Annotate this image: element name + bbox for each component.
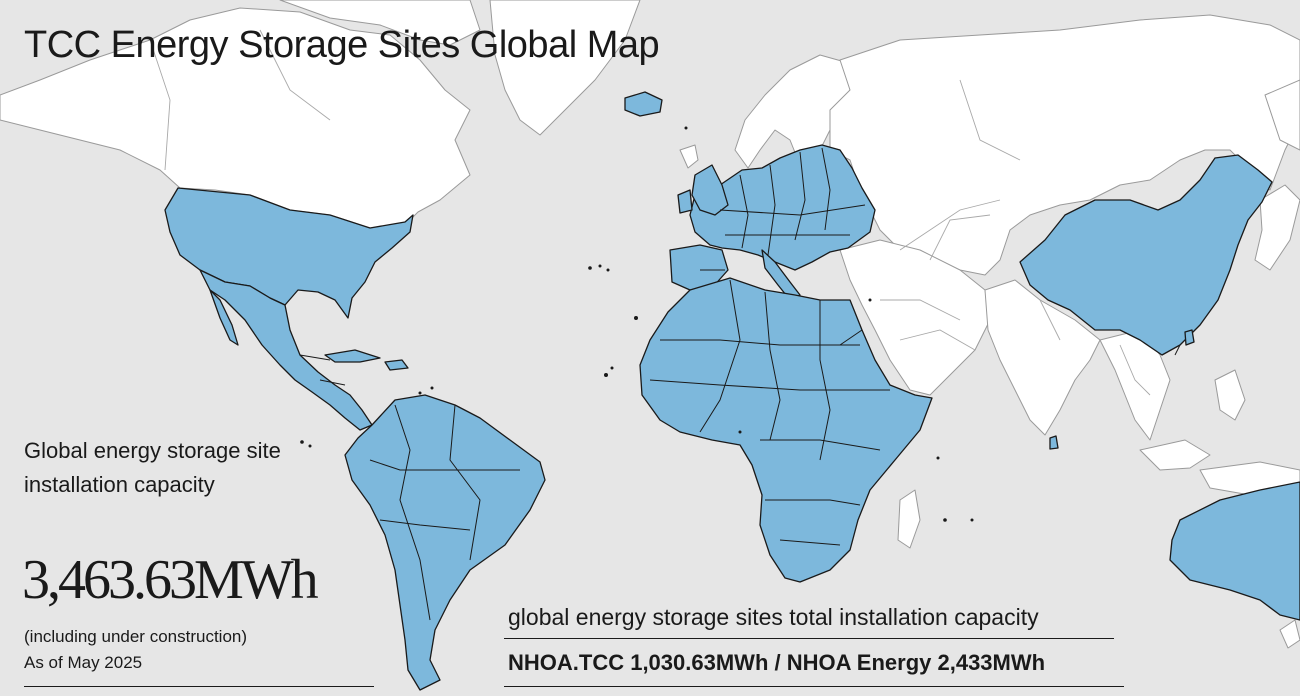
alaska-east-siberia (1264, 79, 1300, 151)
capacity-note: (including under construction) As of May… (24, 624, 247, 676)
new-zealand (1279, 619, 1300, 649)
total-capacity-label: global energy storage sites total instal… (508, 604, 1039, 630)
india (984, 279, 1101, 436)
australia (1169, 481, 1300, 621)
left-divider (24, 686, 374, 687)
azores-islet (598, 264, 602, 268)
south-america (344, 394, 546, 691)
hispaniola (384, 359, 409, 371)
arctic-islands (279, 0, 481, 46)
philippines (1214, 369, 1246, 421)
highlighted-borders (269, 147, 1181, 621)
seychelles-islet (936, 456, 940, 460)
capacity-label: Global energy storage site installation … (24, 438, 281, 497)
galapagos-islet (300, 440, 304, 444)
middle-divider (504, 638, 1114, 639)
cape-verde-islet (610, 366, 614, 370)
total-capacity-value: NHOA.TCC 1,030.63MWh / NHOA Energy 2,433… (508, 650, 1046, 675)
non-highlighted-land (0, 0, 1300, 649)
madagascar (897, 489, 921, 549)
greenland (489, 0, 641, 136)
caribbean-islet (418, 391, 422, 395)
capacity-note-line2: As of May 2025 (24, 653, 143, 672)
ireland (677, 189, 693, 214)
japan (1254, 184, 1300, 271)
iceland (624, 91, 663, 117)
capacity-value: 3,463.63MWh (22, 549, 319, 611)
mauritius-islet (943, 518, 947, 522)
europe (689, 144, 876, 271)
azores-islet (588, 266, 592, 270)
canary-islet (634, 316, 638, 320)
faroe-islet (684, 126, 688, 130)
uk-ireland-north (679, 144, 699, 169)
bottom-divider (504, 686, 1124, 687)
azores-islet (606, 268, 610, 272)
galapagos-islet (308, 444, 312, 448)
reunion-islet (970, 518, 974, 522)
africa (639, 277, 933, 583)
small-islands (300, 126, 1195, 522)
iberia (669, 244, 729, 291)
baja-california (209, 289, 239, 346)
cyprus-islet (868, 298, 872, 302)
cape-verde-islet (604, 373, 608, 377)
sri-lanka (1049, 435, 1059, 450)
page-title: TCC Energy Storage Sites Global Map (24, 24, 660, 66)
highlighted-regions (164, 91, 1300, 691)
capacity-note-line1: (including under construction) (24, 627, 248, 646)
gulf-guinea-islet (738, 430, 742, 434)
canada-region (0, 7, 471, 229)
indonesia-1 (1139, 439, 1211, 471)
china (1019, 154, 1273, 356)
taiwan (1184, 329, 1195, 346)
middle-east (839, 239, 991, 396)
cuba (324, 349, 381, 363)
white-land-borders (149, 29, 1151, 396)
caribbean-islet (430, 386, 434, 390)
